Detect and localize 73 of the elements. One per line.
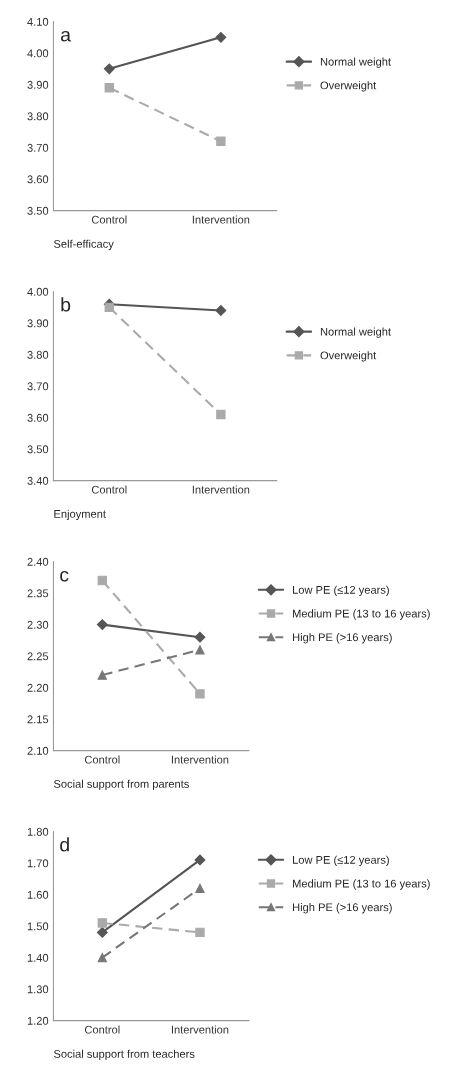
- y-tick-label: 3.80: [27, 112, 49, 121]
- x-axis-title: Self-efficacy: [53, 239, 114, 251]
- x-tick-label: Control: [91, 485, 127, 494]
- point: [96, 619, 108, 631]
- y-tick-label: 2.15: [27, 715, 49, 724]
- y-tick-label: 2.20: [27, 683, 49, 692]
- legend-label: Overweight: [320, 351, 377, 362]
- x-tick-label: Control: [91, 215, 127, 224]
- point: [216, 136, 226, 146]
- point: [97, 918, 107, 928]
- legend-label: Normal weight: [320, 57, 391, 68]
- y-tick-label: 2.35: [27, 589, 49, 598]
- y-tick-label: 3.70: [27, 143, 49, 152]
- x-axis-title: Social support from parents: [53, 779, 189, 791]
- chart-title: b: [61, 297, 71, 312]
- x-tick-label: Intervention: [192, 215, 250, 224]
- point: [104, 302, 114, 313]
- point: [104, 83, 114, 93]
- y-tick-label: 2.40: [27, 557, 49, 566]
- chart-title: a: [61, 30, 71, 42]
- x-tick-label: Intervention: [192, 485, 250, 494]
- point: [96, 926, 108, 938]
- point: [195, 689, 205, 699]
- y-tick-label: 1.60: [27, 890, 49, 899]
- legend-label: Overweight: [320, 81, 377, 92]
- y-tick-label: 2.10: [27, 746, 49, 755]
- point: [97, 952, 107, 963]
- y-tick-label: 3.50: [27, 206, 49, 215]
- chart-title: c: [60, 570, 69, 582]
- legend-label: Low PE (≤12 years): [293, 855, 389, 867]
- legend-label: Normal weight: [320, 327, 391, 338]
- x-tick-label: Intervention: [171, 1025, 229, 1034]
- x-axis-title: Enjoyment: [54, 509, 106, 521]
- legend-label: High PE (>16 years): [293, 903, 392, 914]
- point: [103, 63, 115, 75]
- y-tick-label: 1.20: [27, 1016, 49, 1025]
- y-tick-label: 1.80: [27, 827, 49, 836]
- y-tick-label: 3.90: [27, 319, 49, 328]
- y-tick-label: 3.80: [27, 350, 49, 359]
- y-tick-label: 3.60: [27, 175, 49, 184]
- x-tick-label: Control: [84, 755, 120, 764]
- y-tick-label: 3.40: [27, 476, 49, 485]
- chart-title: d: [60, 837, 69, 852]
- y-tick-label: 3.70: [27, 382, 49, 391]
- point: [97, 670, 107, 680]
- x-tick-label: Intervention: [171, 755, 229, 764]
- point: [194, 854, 206, 866]
- legend-label: Medium PE (13 to 16 years): [293, 609, 430, 620]
- x-tick-label: Control: [84, 1025, 120, 1034]
- y-tick-label: 1.70: [27, 859, 49, 868]
- legend-label: Low PE (≤12 years): [293, 585, 389, 597]
- y-tick-label: 4.10: [27, 17, 49, 26]
- point: [215, 31, 227, 43]
- point: [215, 305, 227, 316]
- x-axis-title: Social support from teachers: [53, 1049, 195, 1061]
- point: [195, 645, 205, 655]
- point: [195, 883, 205, 893]
- y-tick-label: 3.90: [27, 80, 49, 89]
- point: [97, 575, 107, 586]
- y-tick-label: 2.25: [27, 652, 49, 661]
- y-tick-label: 4.00: [27, 287, 49, 296]
- legend-label: Medium PE (13 to 16 years): [293, 879, 430, 890]
- y-tick-label: 2.30: [27, 620, 49, 629]
- point: [216, 409, 226, 420]
- y-tick-label: 3.50: [27, 445, 49, 454]
- y-tick-label: 4.00: [27, 49, 49, 58]
- legend-label: High PE (>16 years): [293, 633, 392, 644]
- point: [194, 631, 206, 643]
- y-tick-label: 1.50: [27, 922, 49, 931]
- point: [195, 927, 205, 938]
- y-tick-label: 3.60: [27, 413, 49, 422]
- y-tick-label: 1.30: [27, 985, 49, 994]
- y-tick-label: 1.40: [27, 953, 49, 962]
